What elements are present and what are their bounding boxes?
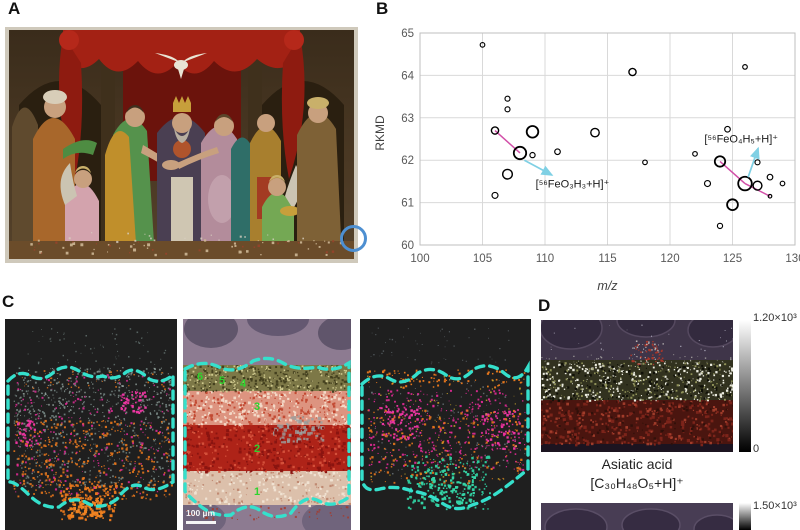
sampling-site-marker-icon — [340, 225, 367, 252]
svg-text:105: 105 — [473, 253, 492, 265]
painting-artwork — [5, 27, 358, 263]
ion-annotation-feo3h3: [⁵⁶FeO₃H₃+H]⁺ — [535, 178, 610, 191]
svg-text:130: 130 — [785, 253, 800, 265]
msi-intensity-2-canvas — [541, 503, 733, 530]
msi-overlay-2-canvas — [360, 319, 531, 530]
svg-text:64: 64 — [401, 70, 414, 82]
layer-number-6: 6 — [197, 371, 204, 383]
panel-a-label: A — [8, 0, 21, 18]
panel-d-label: D — [538, 296, 551, 315]
x-axis-title: m/z — [597, 279, 618, 293]
svg-text:100: 100 — [410, 253, 429, 265]
svg-text:125: 125 — [723, 253, 742, 265]
svg-text:65: 65 — [401, 28, 414, 40]
msi-intensity-image-2 — [541, 503, 733, 530]
intensity-colorbar-2 — [739, 503, 751, 530]
layer-number-5: 5 — [219, 375, 226, 387]
svg-text:110: 110 — [536, 253, 554, 265]
svg-text:63: 63 — [401, 113, 414, 125]
optical-image-canvas — [183, 319, 351, 530]
svg-text:115: 115 — [598, 253, 616, 265]
msi-intensity-image-asiatic-acid — [541, 320, 733, 452]
y-axis-title: RKMD — [373, 115, 387, 151]
colorbar-2-max-label: 1.50×10³ — [753, 500, 797, 512]
layer-number-4: 4 — [240, 378, 247, 390]
scatter-plot-canvas: 100 105 110 115 120 125 130 60 61 62 63 64 65 — [401, 28, 800, 265]
panel-b-label: B — [376, 0, 389, 18]
colorbar-1-min-label: 0 — [753, 443, 760, 455]
layer-number-2: 2 — [254, 443, 261, 455]
svg-text:61: 61 — [401, 198, 414, 210]
roi-outline-dashed — [6, 365, 175, 509]
ion-formula-caption: [C₃₀H₄₈O₅+H]⁺ — [590, 475, 684, 491]
ion-annotation-feo4h5: [⁵⁶FeO₄H₅+H]⁺ — [704, 133, 779, 146]
intensity-colorbar-1 — [739, 320, 751, 452]
panel-c-label: C — [2, 292, 15, 311]
colorbar-1-max-label: 1.20×10³ — [753, 312, 797, 324]
svg-text:62: 62 — [401, 155, 414, 167]
optical-cross-section-image: 6 5 4 3 2 1 100 µm — [183, 319, 351, 530]
svg-text:120: 120 — [660, 253, 679, 265]
scale-bar-label: 100 µm — [186, 508, 215, 518]
rkmd-scatter-chart: 100 105 110 115 120 125 130 60 61 62 63 64 65 — [380, 0, 800, 300]
compound-name-caption: Asiatic acid — [601, 456, 673, 472]
msi-overlay-1-canvas — [5, 319, 177, 530]
painting-image — [5, 27, 367, 263]
roi-outline-dashed — [183, 356, 351, 519]
msi-overlay-image-1 — [5, 319, 177, 530]
msi-overlay-image-2 — [360, 319, 531, 530]
msi-intensity-1-canvas — [541, 320, 733, 452]
layer-number-3: 3 — [254, 401, 261, 413]
scale-bar — [186, 521, 216, 524]
roi-outline-dashed — [360, 360, 530, 511]
svg-text:60: 60 — [401, 240, 414, 252]
layer-number-1: 1 — [254, 486, 261, 498]
